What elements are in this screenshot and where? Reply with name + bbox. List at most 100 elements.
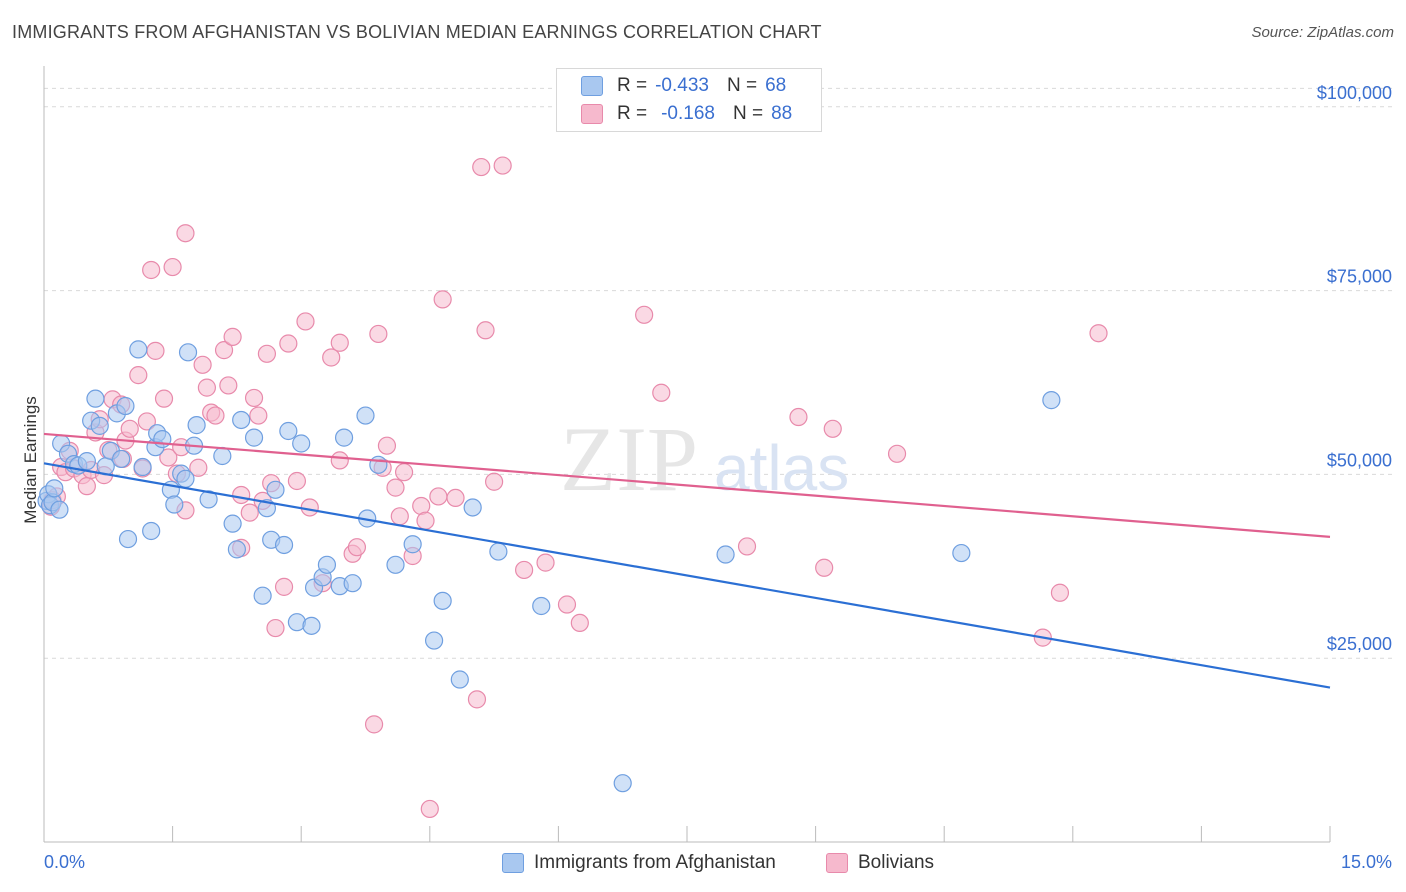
afghanistan-point [433, 591, 452, 610]
bolivians-point [219, 376, 238, 395]
legend-row-afghanistan: R = -0.433 N = 68 [581, 73, 786, 99]
afghanistan-point [90, 416, 109, 435]
legend-label-afghanistan: Immigrants from Afghanistan [534, 852, 776, 873]
legend-swatch-blue [581, 76, 603, 96]
bolivians-point [394, 463, 414, 482]
afghanistan-point [223, 514, 242, 533]
bolivians-point [823, 419, 842, 438]
afghanistan-point [213, 446, 232, 466]
bolivians-point [557, 595, 577, 614]
bolivians-point [266, 618, 285, 638]
bolivians-point [214, 341, 234, 360]
afghanistan-point [317, 555, 337, 574]
legend-r-label: R = [617, 75, 648, 96]
source-label: Source: ZipAtlas.com [1251, 24, 1394, 41]
y-axis-title: Median Earnings [21, 396, 40, 524]
bolivians-point [467, 690, 487, 709]
bolivians-point [390, 507, 409, 526]
afghanistan-point [292, 434, 311, 453]
bolivians-point [485, 472, 504, 491]
bolivians-point [420, 799, 439, 819]
afghanistan-point [343, 574, 362, 593]
bolivians-point [515, 560, 534, 580]
bolivians-point [789, 407, 808, 427]
bolivians-point [347, 538, 367, 557]
bolivians-trend-line [43, 432, 1331, 538]
afghanistan-point [129, 340, 148, 359]
legend-swatch-blue [502, 853, 524, 873]
bolivians-point [223, 327, 242, 346]
legend-item-bolivians[interactable]: Bolivians [826, 852, 934, 874]
legend-n-label: N = [726, 75, 758, 96]
afghanistan-point [386, 555, 405, 574]
legend-swatch-pink [826, 853, 848, 873]
bolivians-point [570, 613, 589, 632]
bolivians-point [120, 419, 139, 438]
afghanistan-point [118, 529, 138, 549]
afghanistan-point [178, 343, 198, 362]
afghanistan-point [716, 545, 735, 564]
bolivians-point [197, 378, 216, 397]
bolivians-point [77, 477, 96, 496]
afghanistan-point [50, 500, 69, 519]
bolivians-point [433, 290, 452, 309]
y-tick-label: $100,000 [1317, 83, 1392, 103]
y-tick-label: $25,000 [1327, 634, 1392, 654]
afghanistan-point [489, 542, 508, 561]
afghanistan-point [77, 452, 96, 471]
bolivians-point [146, 341, 165, 360]
bolivians-point [154, 389, 174, 408]
legend-n-value-afghanistan: 68 [765, 75, 787, 96]
legend-n-label: N = [732, 103, 764, 124]
legend-item-afghanistan[interactable]: Immigrants from Afghanistan [502, 852, 776, 874]
bolivians-point [189, 458, 208, 477]
bolivians-point [493, 156, 512, 175]
bolivians-point [446, 488, 465, 508]
afghanistan-point [153, 429, 172, 449]
trend-lines [43, 432, 1331, 689]
legend-row-bolivians: R = -0.168 N = 88 [581, 101, 792, 127]
bolivians-point [296, 312, 315, 331]
afghanistan-point [227, 540, 246, 559]
bolivians-point [137, 412, 156, 431]
bolivians-point [142, 260, 161, 280]
bolivians-point [249, 406, 268, 425]
bolivians-point [472, 157, 491, 177]
bolivians-point [159, 448, 178, 467]
bolivians-point [737, 537, 757, 556]
chart-title: IMMIGRANTS FROM AFGHANISTAN VS BOLIVIAN … [12, 22, 822, 42]
afghanistan-point [133, 457, 152, 477]
y-tick-label: $75,000 [1327, 267, 1392, 287]
afghanistan-point [403, 535, 422, 554]
bolivians-point [1089, 324, 1108, 343]
bolivians-point [176, 224, 195, 243]
x-tick-label-max: 15.0% [1341, 852, 1392, 872]
bolivians-point [240, 503, 259, 522]
afghanistan-point [279, 421, 298, 441]
afghanistan-point [165, 495, 184, 514]
afghanistan-point [356, 406, 375, 425]
bolivians-point [377, 436, 397, 455]
bolivians-point [386, 478, 405, 497]
afghanistan-point [952, 543, 971, 563]
gridlines [44, 87, 1392, 659]
bolivians-point [279, 334, 298, 353]
legend-label-bolivians: Bolivians [858, 852, 935, 873]
bolivians-point [330, 451, 349, 470]
bolivians-point [206, 406, 225, 425]
watermark-zip: ZIP [560, 408, 698, 510]
legend-n-value-bolivians: 88 [771, 103, 793, 124]
x-tick-label-min: 0.0% [44, 852, 85, 872]
bolivians-point [364, 715, 384, 734]
bolivians-point [815, 558, 834, 577]
afghanistan-point [302, 616, 321, 635]
bolivians-point [476, 321, 495, 340]
afghanistan-point [45, 479, 64, 498]
bolivians-point [369, 324, 388, 344]
legend-swatch-pink [581, 104, 603, 124]
bolivians-point [330, 333, 349, 352]
afghanistan-point [1042, 391, 1061, 410]
afghanistan-point [112, 449, 131, 469]
bolivians-point [129, 366, 148, 385]
afghanistan-point [266, 480, 285, 499]
